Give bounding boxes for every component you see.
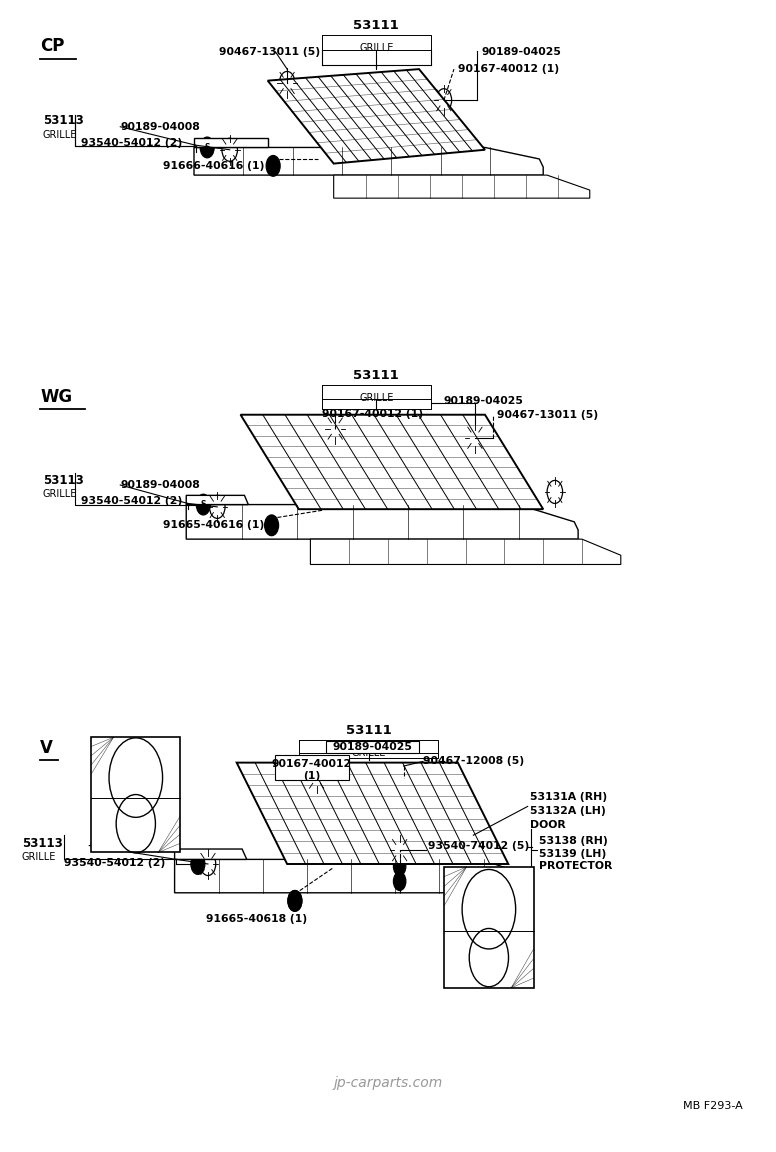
Polygon shape (310, 539, 621, 564)
Circle shape (288, 890, 302, 911)
Polygon shape (237, 763, 508, 864)
Text: 91666-40616 (1): 91666-40616 (1) (163, 161, 265, 170)
Text: B: B (270, 161, 276, 170)
Text: MB F293-A: MB F293-A (683, 1101, 743, 1111)
Text: 53113: 53113 (43, 114, 84, 128)
Text: 90189-04008: 90189-04008 (120, 480, 200, 490)
Polygon shape (186, 495, 248, 505)
Polygon shape (268, 69, 485, 164)
Text: V: V (40, 738, 54, 757)
Text: GRILLE: GRILLE (43, 130, 77, 139)
Polygon shape (92, 737, 180, 852)
Polygon shape (194, 147, 543, 175)
FancyBboxPatch shape (275, 755, 349, 780)
Text: GRILLE: GRILLE (22, 852, 56, 862)
Text: 53132A (LH): 53132A (LH) (530, 806, 606, 816)
Text: 90467-13011 (5): 90467-13011 (5) (497, 410, 598, 419)
Circle shape (266, 156, 280, 176)
Text: 90167-40012 (1): 90167-40012 (1) (458, 65, 559, 74)
FancyBboxPatch shape (326, 741, 419, 753)
Circle shape (393, 872, 406, 890)
Text: 91665-40616 (1): 91665-40616 (1) (163, 521, 264, 530)
Polygon shape (175, 849, 247, 859)
Text: GRILLE: GRILLE (359, 43, 393, 53)
Text: PROTECTOR: PROTECTOR (539, 862, 613, 871)
Circle shape (265, 515, 279, 536)
Text: S: S (201, 500, 206, 509)
Text: 90189-04025: 90189-04025 (333, 742, 412, 752)
Text: jp-carparts.com: jp-carparts.com (334, 1076, 442, 1090)
Circle shape (393, 857, 406, 876)
Polygon shape (175, 859, 532, 893)
Text: 53111: 53111 (354, 20, 399, 32)
Text: (1): (1) (303, 772, 320, 781)
Text: 53113: 53113 (22, 836, 63, 850)
Text: 90167-40012: 90167-40012 (272, 759, 352, 768)
Text: 90167-40012 (1): 90167-40012 (1) (322, 409, 423, 418)
Text: 93540-54012 (2): 93540-54012 (2) (81, 497, 182, 506)
Text: B: B (292, 896, 298, 905)
Text: 90467-13011 (5): 90467-13011 (5) (219, 47, 320, 56)
Polygon shape (444, 866, 534, 987)
Text: 93540-54012 (2): 93540-54012 (2) (81, 138, 182, 147)
Text: B: B (292, 896, 298, 905)
Text: 90467-12008 (5): 90467-12008 (5) (423, 757, 524, 766)
Text: DOOR: DOOR (530, 820, 566, 829)
Text: GRILLE: GRILLE (43, 490, 77, 499)
Text: 53113: 53113 (43, 473, 84, 487)
Text: 53138 (RH): 53138 (RH) (539, 836, 608, 846)
Text: WG: WG (40, 387, 72, 406)
Text: 90189-04025: 90189-04025 (481, 47, 561, 56)
Circle shape (196, 494, 210, 515)
Text: B: B (268, 521, 275, 530)
Text: 90189-04025: 90189-04025 (444, 396, 524, 406)
Text: GRILLE: GRILLE (359, 393, 393, 403)
Circle shape (200, 137, 214, 158)
Polygon shape (186, 505, 578, 539)
Text: S: S (205, 143, 210, 152)
Text: 53139 (LH): 53139 (LH) (539, 849, 607, 858)
Text: 90189-04008: 90189-04008 (120, 122, 200, 131)
Text: 53111: 53111 (354, 370, 399, 382)
Text: 53131A (RH): 53131A (RH) (530, 793, 607, 802)
Text: 93540-74012 (5): 93540-74012 (5) (428, 841, 529, 850)
Polygon shape (194, 138, 268, 147)
Text: 93540-54012 (2): 93540-54012 (2) (64, 858, 165, 867)
Text: 91665-40618 (1): 91665-40618 (1) (206, 915, 307, 924)
Text: CP: CP (40, 37, 64, 55)
Polygon shape (334, 175, 590, 198)
Circle shape (191, 854, 205, 874)
Text: 90189-04008: 90189-04008 (89, 841, 169, 850)
Text: 53111: 53111 (346, 725, 391, 737)
Text: S: S (196, 859, 200, 869)
Text: GRILLE: GRILLE (352, 748, 386, 758)
Circle shape (288, 890, 302, 911)
Polygon shape (241, 415, 543, 509)
